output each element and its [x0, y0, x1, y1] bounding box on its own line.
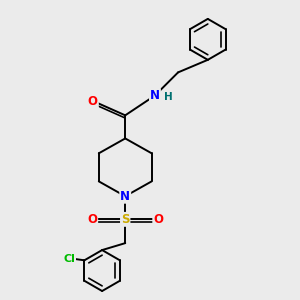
Text: S: S [121, 213, 130, 226]
Text: O: O [87, 213, 97, 226]
Text: Cl: Cl [63, 254, 75, 264]
Text: O: O [153, 213, 163, 226]
Text: O: O [88, 95, 98, 108]
Text: N: N [150, 89, 160, 102]
Text: N: N [120, 190, 130, 203]
Text: H: H [164, 92, 173, 102]
